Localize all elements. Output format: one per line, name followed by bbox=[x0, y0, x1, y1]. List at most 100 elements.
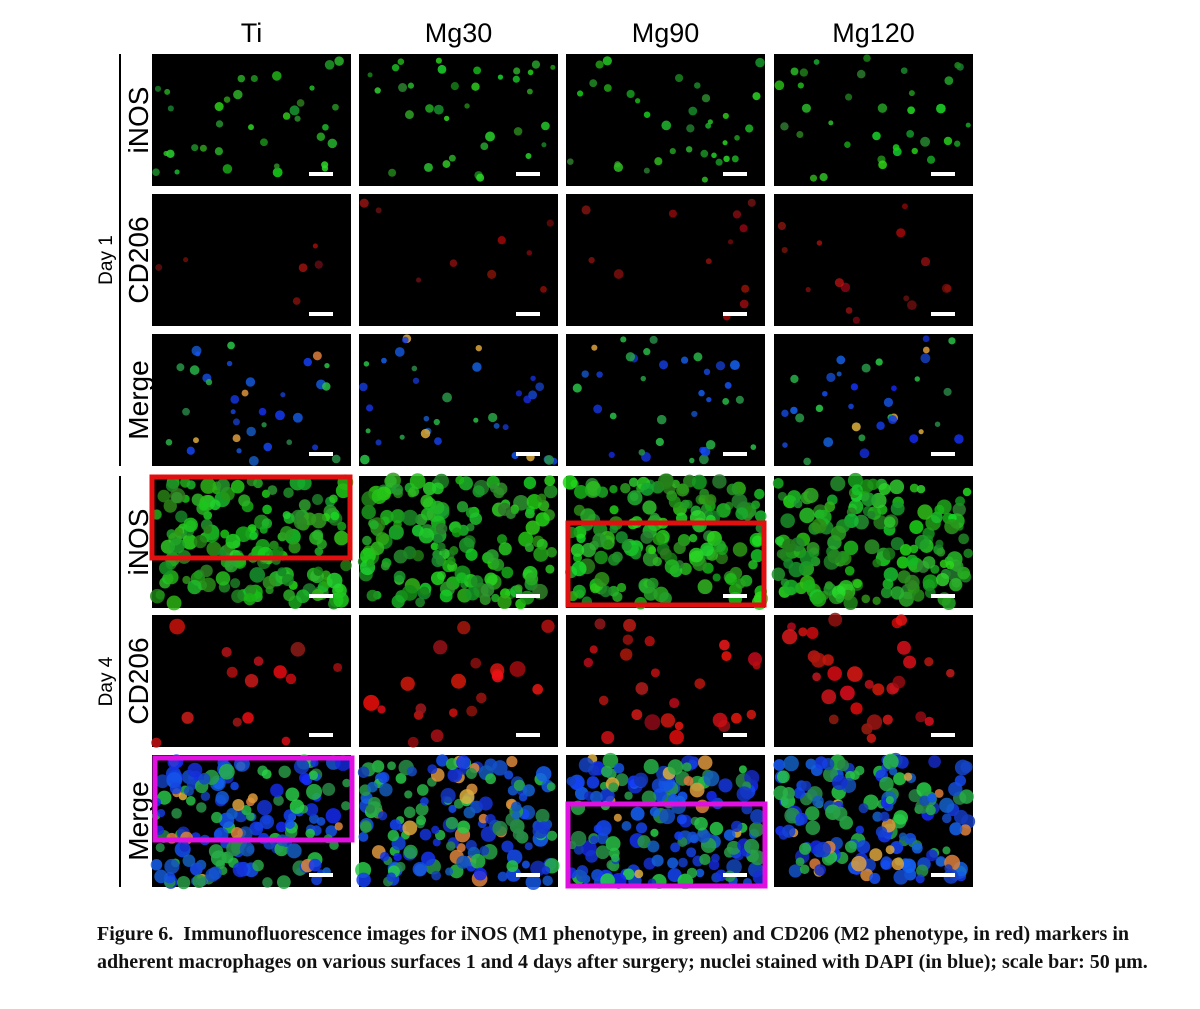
cell bbox=[435, 57, 442, 64]
cell bbox=[882, 547, 896, 561]
cell bbox=[203, 525, 212, 534]
cell bbox=[541, 619, 555, 633]
cell bbox=[445, 867, 454, 876]
cell bbox=[750, 809, 765, 824]
cell bbox=[861, 363, 871, 373]
cell bbox=[909, 544, 919, 554]
cell bbox=[652, 556, 662, 567]
cell bbox=[823, 437, 834, 448]
cell bbox=[183, 257, 189, 263]
cell bbox=[232, 799, 245, 812]
cell bbox=[790, 374, 799, 384]
cell bbox=[864, 679, 874, 689]
cell bbox=[485, 549, 499, 563]
cell bbox=[322, 782, 336, 796]
cell bbox=[681, 356, 689, 364]
cell bbox=[450, 82, 459, 91]
cell bbox=[608, 782, 619, 793]
cell bbox=[387, 829, 399, 842]
cell bbox=[391, 63, 400, 72]
cell bbox=[877, 103, 888, 113]
cell bbox=[379, 851, 390, 862]
cell bbox=[391, 483, 404, 496]
cell bbox=[193, 570, 203, 580]
cell bbox=[732, 542, 748, 557]
cell bbox=[700, 542, 714, 557]
row-label: CD206 bbox=[123, 216, 154, 303]
cell bbox=[359, 382, 368, 392]
cell bbox=[621, 540, 632, 552]
cell bbox=[230, 578, 241, 589]
cell bbox=[584, 482, 601, 498]
cell bbox=[402, 820, 418, 836]
cell bbox=[703, 368, 711, 376]
cell bbox=[953, 809, 969, 825]
cell bbox=[470, 575, 484, 588]
cell bbox=[936, 572, 950, 587]
micrograph bbox=[773, 752, 976, 887]
cell bbox=[407, 736, 419, 748]
cell bbox=[669, 697, 680, 709]
cell bbox=[649, 512, 660, 523]
cell bbox=[296, 99, 305, 107]
cell bbox=[601, 730, 615, 745]
cell bbox=[847, 472, 864, 489]
cell bbox=[916, 864, 929, 877]
cell bbox=[773, 759, 786, 771]
cell bbox=[776, 549, 787, 559]
cell bbox=[959, 789, 974, 804]
cell bbox=[305, 828, 315, 839]
cell bbox=[856, 69, 866, 79]
cell bbox=[611, 853, 620, 863]
cell bbox=[334, 530, 349, 546]
cell bbox=[386, 872, 396, 882]
cell bbox=[166, 149, 175, 159]
cell bbox=[911, 842, 923, 854]
cell bbox=[432, 838, 441, 847]
cell bbox=[233, 89, 243, 100]
cell bbox=[431, 870, 442, 881]
cell bbox=[573, 844, 584, 855]
cell bbox=[511, 811, 521, 820]
cell bbox=[514, 584, 523, 593]
cell bbox=[332, 103, 339, 111]
cell bbox=[535, 808, 550, 823]
cell bbox=[324, 59, 335, 70]
cell bbox=[284, 819, 295, 830]
cell bbox=[189, 365, 200, 375]
cell bbox=[644, 635, 655, 647]
cell bbox=[678, 857, 688, 868]
cell bbox=[400, 676, 415, 691]
cell bbox=[822, 390, 828, 397]
cell bbox=[832, 774, 848, 791]
cell bbox=[844, 565, 855, 576]
cell bbox=[312, 351, 322, 361]
panel bbox=[566, 334, 765, 466]
cell bbox=[525, 520, 540, 535]
cell bbox=[399, 434, 405, 440]
cell bbox=[888, 415, 898, 425]
cell bbox=[948, 337, 956, 345]
cell bbox=[697, 579, 713, 595]
cell bbox=[303, 357, 312, 367]
cell bbox=[676, 483, 690, 497]
cell bbox=[703, 770, 720, 787]
cell bbox=[220, 529, 230, 539]
cell bbox=[330, 511, 340, 521]
cell bbox=[922, 346, 930, 354]
cell bbox=[689, 834, 699, 844]
cell bbox=[286, 439, 293, 446]
cell bbox=[726, 483, 739, 496]
highlight-box bbox=[152, 755, 355, 843]
cell bbox=[735, 395, 744, 404]
cell bbox=[431, 825, 440, 834]
cell bbox=[879, 776, 894, 792]
cell bbox=[363, 694, 380, 711]
cell bbox=[911, 589, 925, 602]
cell bbox=[214, 147, 223, 156]
cell bbox=[670, 842, 681, 853]
cell bbox=[525, 874, 542, 890]
cell bbox=[798, 627, 808, 637]
cell bbox=[954, 434, 964, 444]
cell bbox=[445, 816, 459, 830]
